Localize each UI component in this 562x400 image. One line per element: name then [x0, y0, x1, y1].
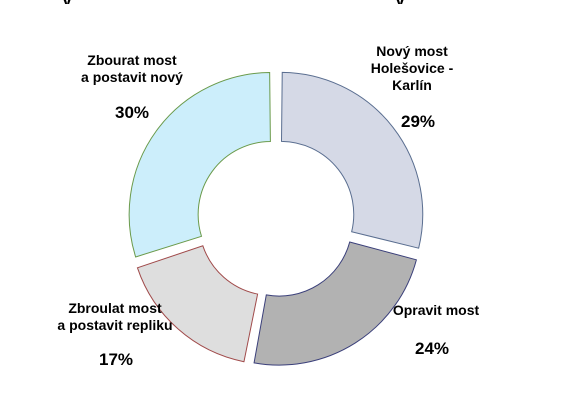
value-label-opravit: 24% [414, 339, 450, 358]
value-label-zbourat: 30% [114, 103, 150, 122]
label-zbourat: Zbourat most a postavit nový [81, 52, 183, 85]
slice-replika [136, 245, 259, 363]
slice-zbourat [128, 71, 271, 258]
slice-novy-most [280, 71, 424, 249]
label-novy-most: Nový most Holešovice - Karlín [370, 43, 454, 93]
slice-opravit-most [253, 241, 417, 366]
label-replika: Zbroulat most a postavit repliku [57, 300, 173, 333]
clipped-title-fragments: y y [0, 0, 562, 4]
footer-text-clipped [18, 392, 558, 400]
value-label-replika: 17% [98, 350, 134, 369]
label-opravit: Opravit most [392, 302, 480, 318]
value-label-novy-most: 29% [400, 112, 436, 131]
